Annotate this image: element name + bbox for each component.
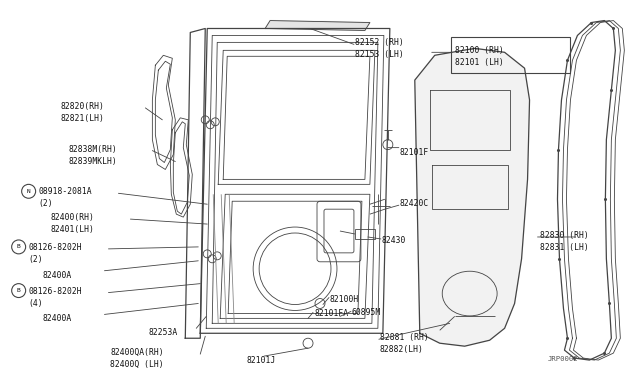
Text: JRP0002: JRP0002 [547, 356, 578, 362]
Text: 82838M(RH): 82838M(RH) [68, 145, 117, 154]
Text: (2): (2) [38, 199, 53, 208]
Text: 08126-8202H: 08126-8202H [29, 243, 83, 252]
Text: 82881 (RH): 82881 (RH) [380, 333, 429, 342]
Text: 82400QA(RH): 82400QA(RH) [111, 348, 164, 357]
Text: 82430: 82430 [382, 236, 406, 245]
Text: 82253A: 82253A [148, 328, 178, 337]
Text: 08126-8202H: 08126-8202H [29, 286, 83, 296]
Text: 82420C: 82420C [400, 199, 429, 208]
Text: 82400A: 82400A [43, 314, 72, 323]
Text: 82153 (LH): 82153 (LH) [355, 50, 404, 59]
Text: B: B [17, 244, 20, 249]
Text: 82101J: 82101J [246, 356, 275, 365]
Text: 82101F: 82101F [400, 148, 429, 157]
Text: B: B [17, 288, 20, 293]
Text: 82821(LH): 82821(LH) [61, 114, 104, 123]
Text: (4): (4) [29, 298, 44, 308]
Polygon shape [415, 48, 529, 346]
Text: 82839MKLH): 82839MKLH) [68, 157, 117, 166]
Text: 82100H: 82100H [330, 295, 359, 304]
Text: 82400A: 82400A [43, 271, 72, 280]
Text: 82100 (RH): 82100 (RH) [454, 46, 504, 55]
Text: 82830 (RH): 82830 (RH) [540, 231, 588, 240]
Text: 82101 (LH): 82101 (LH) [454, 58, 504, 67]
Bar [355, 229, 375, 239]
Text: (2): (2) [29, 255, 44, 264]
Text: 82400Q (LH): 82400Q (LH) [111, 360, 164, 369]
Text: 82882(LH): 82882(LH) [380, 345, 424, 354]
Text: 08918-2081A: 08918-2081A [38, 187, 92, 196]
Text: N: N [27, 189, 31, 194]
Text: 82820(RH): 82820(RH) [61, 102, 104, 111]
Text: 82101FA: 82101FA [314, 310, 348, 318]
Text: 82831 (LH): 82831 (LH) [540, 243, 588, 252]
Polygon shape [265, 20, 370, 31]
Text: 82401(LH): 82401(LH) [51, 225, 95, 234]
Text: 60895M: 60895M [352, 308, 381, 317]
Text: 82400(RH): 82400(RH) [51, 213, 95, 222]
Text: 82152 (RH): 82152 (RH) [355, 38, 404, 47]
